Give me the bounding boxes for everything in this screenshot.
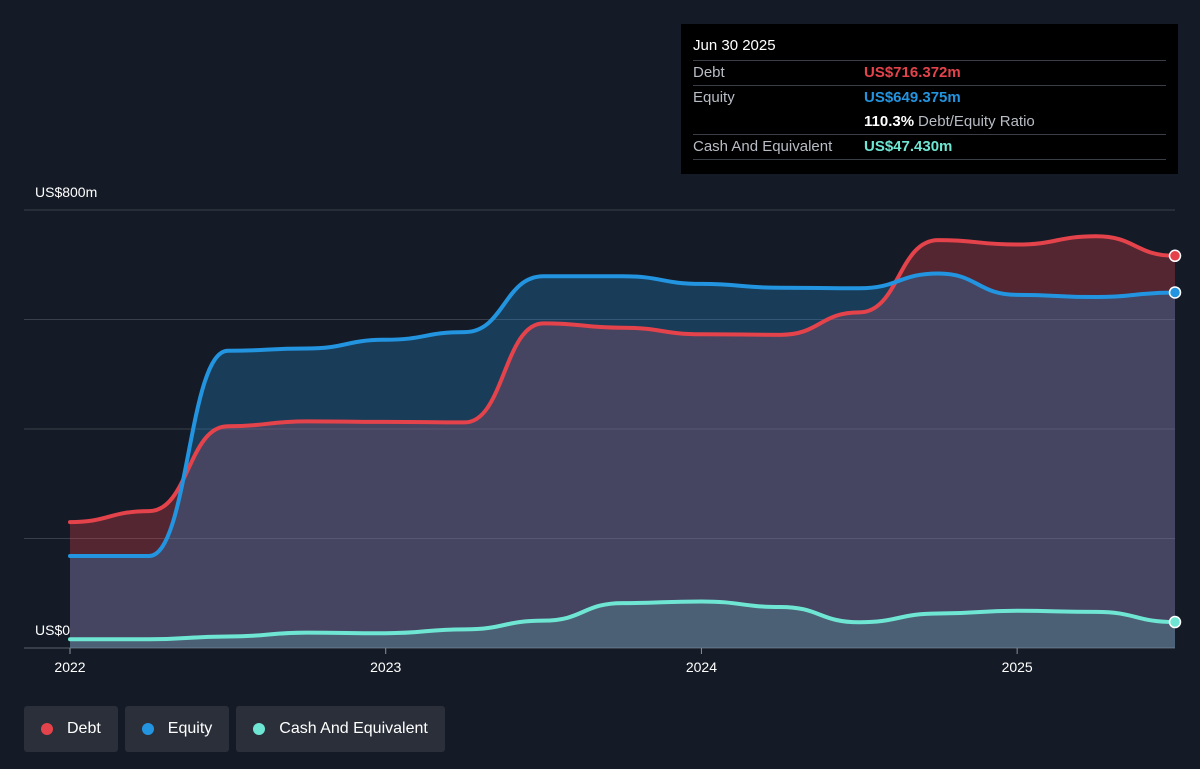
line-debt [68,234,1177,525]
x-tick-label-2022: 2022 [54,659,85,675]
tooltip-ratio-value: 110.3% [864,113,915,130]
tooltip-equity-label: Equity [693,89,735,106]
tooltip-row-debt: Debt US$716.372m [693,60,1166,85]
y-axis-top-label: US$800m [35,184,97,200]
area-equity [70,273,1175,648]
x-tick-label-2024: 2024 [686,659,717,675]
legend-dot-equity-icon [141,723,154,735]
chart-tooltip: Jun 30 2025 Debt US$716.372m Equity US$6… [681,24,1178,174]
area-cash-and-equivalent [70,601,1175,648]
tooltip-row-cash: Cash And Equivalent US$47.430m [693,134,1166,160]
tooltip-date: Jun 30 2025 [693,37,776,54]
line-cash-and-equivalent [68,599,1177,642]
legend-item-equity[interactable]: Equity [124,706,230,752]
legend-label-equity: Equity [167,720,213,737]
area-debt [70,236,1175,648]
y-axis-bottom-label: US$0 [35,622,70,638]
legend-item-cash[interactable]: Cash And Equivalent [236,706,445,752]
x-axis: 2022 2023 2024 2025 [54,648,1033,675]
tooltip-cash-value: US$47.430m [864,138,953,155]
tooltip-ratio-spacer [693,110,864,134]
endpoint-cash-and-equivalent [1168,615,1182,629]
tooltip-row-ratio: 110.3% Debt/Equity Ratio [693,110,1166,134]
tooltip-debt-label: Debt [693,64,725,81]
tooltip-ratio-label: Debt/Equity Ratio [918,113,1035,130]
tooltip-cash-label: Cash And Equivalent [693,138,833,155]
legend-dot-debt-icon [41,723,53,735]
x-tick-label-2023: 2023 [370,659,401,675]
endpoint-equity [1168,286,1182,299]
tooltip-row-equity: Equity US$649.375m [693,85,1166,110]
x-tick-label-2025: 2025 [1002,659,1033,675]
series-lines [68,234,1177,642]
tooltip-equity-value: US$649.375m [864,89,961,106]
legend-item-debt[interactable]: Debt [24,706,118,752]
endpoint-debt [1168,249,1182,263]
legend-dot-cash-icon [253,723,266,735]
legend-label-cash: Cash And Equivalent [279,720,428,737]
legend-label-debt: Debt [67,720,101,737]
tooltip-debt-value: US$716.372m [864,64,961,81]
line-equity [68,271,1177,559]
series-endpoints [1168,249,1182,629]
chart-legend: Debt Equity Cash And Equivalent [24,706,445,752]
series-areas [70,236,1175,648]
